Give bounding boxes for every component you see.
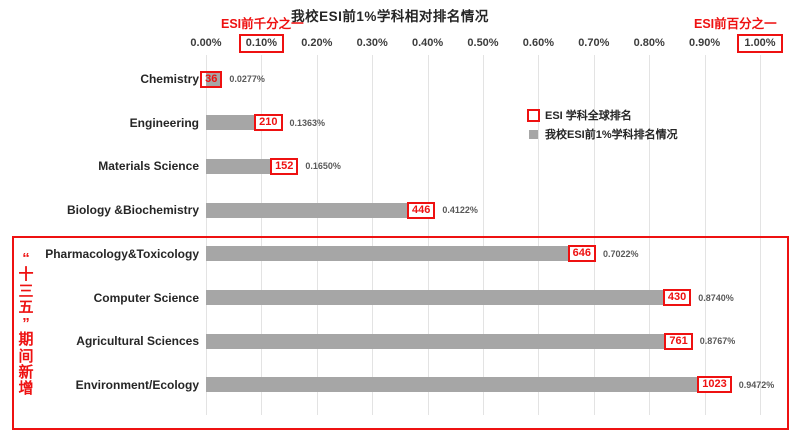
x-tick-label: 0.10% (229, 34, 293, 53)
category-label: Biology &Biochemistry (66, 203, 199, 218)
x-tick-label-text: 0.50% (467, 37, 499, 49)
bar (206, 71, 222, 87)
rank-value-box: 430 (662, 289, 692, 306)
gridline (483, 55, 484, 415)
percent-label: 0.9472% (738, 379, 775, 390)
legend-label: ESI 学科全球排名 (545, 110, 632, 122)
percent-label: 0.1363% (289, 117, 326, 128)
vertical-label-char: 增 (18, 380, 34, 398)
gridline (427, 55, 429, 415)
percent-label: 0.8767% (699, 336, 736, 347)
gridline (704, 55, 706, 415)
legend-item-school-rank: 我校ESI前1%学科排名情况 (527, 126, 678, 142)
red-outline-square-icon (527, 108, 540, 122)
x-tick-label: 0.90% (673, 34, 737, 53)
category-label: Pharmacology&Toxicology (45, 246, 199, 261)
bar (206, 290, 691, 305)
legend-label: 我校ESI前1%学科排名情况 (545, 129, 678, 141)
x-tick-label: 0.70% (562, 34, 626, 53)
x-tick-label-text: 0.80% (633, 37, 665, 49)
bar (206, 333, 692, 349)
x-tick-label-text: 0.60% (522, 37, 554, 49)
legend: ESI 学科全球排名 我校ESI前1%学科排名情况 (527, 107, 678, 145)
category-label: Chemistry (140, 72, 199, 86)
rank-value-box: 1023 (697, 376, 732, 394)
gridline (538, 55, 540, 415)
x-tick-label-text: 0.30% (356, 37, 388, 49)
bar (206, 377, 731, 393)
vertical-label-char: 间 (18, 347, 34, 365)
vertical-label-char: 五 (18, 298, 34, 316)
rank-value-box: 152 (270, 157, 299, 175)
vertical-label-char: “ (22, 250, 30, 267)
x-tick-label: 0.60% (506, 34, 570, 53)
x-tick-label: 0.00% (174, 34, 238, 53)
gridline (649, 55, 651, 415)
gridline (593, 55, 595, 415)
category-label: Environment/Ecology (75, 377, 199, 392)
x-tick-label-text: 0.40% (411, 37, 444, 49)
rank-value-box: 36 (200, 70, 223, 88)
x-tick-label: 0.50% (451, 34, 515, 53)
gridline (261, 55, 263, 415)
vertical-label-char: 期 (18, 331, 34, 349)
legend-item-global-rank: ESI 学科全球排名 (527, 107, 678, 123)
bar (206, 202, 435, 218)
category-label: Engineering (129, 115, 199, 130)
vertical-label-char: ” (22, 315, 30, 333)
percent-label: 0.0277% (229, 74, 265, 84)
rank-value-box: 210 (254, 114, 283, 132)
x-tick-label: 0.40% (396, 34, 460, 53)
percent-label: 0.4122% (442, 205, 478, 216)
vertical-label-char: 新 (18, 364, 34, 382)
annotation-top-thousandth: ESI前千分之一 (221, 17, 304, 31)
gridline (316, 55, 318, 415)
x-tick-label: 1.00% (728, 34, 792, 53)
bar (206, 246, 596, 262)
rank-value-box: 761 (664, 332, 693, 350)
x-tick-label-boxed: 1.00% (737, 34, 783, 53)
gridline (760, 55, 761, 415)
vertical-label-char: 十 (18, 266, 34, 284)
chart-title: 我校ESI前1%学科相对排名情况 (291, 9, 489, 24)
x-tick-label-boxed: 0.10% (238, 34, 284, 53)
x-tick-label: 0.30% (340, 34, 404, 53)
rank-value-box: 646 (567, 245, 597, 263)
category-label: Computer Science (93, 290, 199, 305)
vertical-label-char: 三 (18, 282, 34, 300)
x-tick-label-text: 0.90% (688, 37, 721, 49)
category-label: Agricultural Sciences (76, 334, 199, 349)
x-tick-label: 0.80% (617, 34, 681, 53)
x-tick-label-text: 0.70% (578, 37, 610, 49)
rank-value-box: 446 (407, 201, 436, 219)
percent-label: 0.7022% (603, 248, 639, 259)
x-tick-label: 0.20% (285, 34, 349, 53)
gridline (372, 55, 374, 415)
percent-label: 0.8740% (698, 292, 734, 303)
annotation-top-hundredth: ESI前百分之一 (694, 17, 777, 31)
highlight-group-vertical-label: “十三五” 期间新增 (13, 250, 39, 398)
percent-label: 0.1650% (305, 161, 341, 172)
gridline (206, 55, 207, 415)
x-tick-label-text: 0.20% (301, 37, 333, 49)
gray-filled-square-icon (529, 129, 538, 139)
x-tick-label-text: 0.00% (190, 37, 222, 49)
category-label: Materials Science (98, 159, 199, 174)
